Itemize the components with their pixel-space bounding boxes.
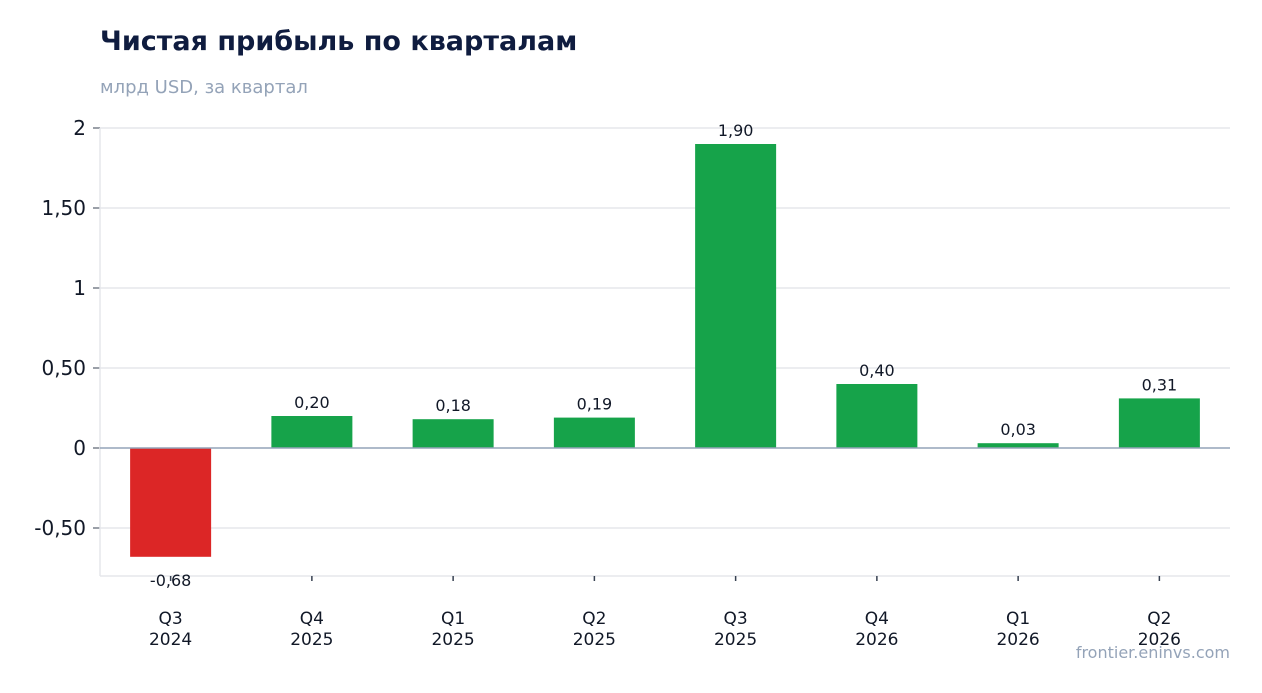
bar [271, 416, 353, 448]
x-tick-label-year: 2025 [573, 630, 616, 650]
axes [93, 127, 1230, 581]
x-tick-label-year: 2024 [149, 630, 192, 650]
bar [553, 417, 635, 448]
x-tick-label-quarter: Q3 [159, 609, 183, 629]
data-label: 0,19 [577, 395, 613, 414]
y-tick-label: 0,50 [41, 356, 86, 380]
data-label: 0,20 [294, 393, 330, 412]
bar [836, 384, 918, 448]
x-tick-label-quarter: Q1 [1006, 609, 1030, 629]
data-label: 1,90 [718, 121, 754, 140]
chart-subtitle: млрд USD, за квартал [100, 77, 308, 98]
chart-title: Чистая прибыль по кварталам [100, 26, 578, 57]
labels: 21,5010,500-0,50-0,68Q320240,20Q420250,1… [34, 116, 1230, 650]
data-label: 0,40 [859, 361, 895, 380]
y-tick-label: 1 [73, 276, 86, 300]
bar [695, 144, 777, 448]
x-tick-label-year: 2026 [855, 630, 898, 650]
bar [1118, 398, 1200, 448]
x-tick-label-year: 2026 [1138, 630, 1181, 650]
bar [130, 448, 212, 557]
bar [977, 443, 1059, 448]
x-tick-label-year: 2025 [431, 630, 474, 650]
source-watermark: frontier.eninvs.com [1075, 643, 1230, 662]
x-tick-label-quarter: Q1 [441, 609, 465, 629]
data-label: 0,03 [1000, 420, 1036, 439]
y-tick-label: 2 [73, 116, 86, 140]
x-tick-label-quarter: Q2 [1147, 609, 1171, 629]
x-tick-label-quarter: Q3 [724, 609, 748, 629]
bars [130, 144, 1200, 557]
y-tick-label: 1,50 [41, 196, 86, 220]
y-tick-label: 0 [73, 436, 86, 460]
x-tick-label-quarter: Q4 [300, 609, 324, 629]
y-tick-label: -0,50 [34, 516, 86, 540]
bar [412, 419, 494, 448]
data-label: 0,31 [1142, 375, 1178, 394]
data-label: -0,68 [150, 571, 191, 590]
x-tick-label-year: 2025 [714, 630, 757, 650]
data-label: 0,18 [435, 396, 471, 415]
x-tick-label-year: 2026 [996, 630, 1039, 650]
x-tick-label-quarter: Q4 [865, 609, 889, 629]
grid-lines [100, 127, 1230, 529]
x-tick-label-year: 2025 [290, 630, 333, 650]
x-tick-label-quarter: Q2 [582, 609, 606, 629]
